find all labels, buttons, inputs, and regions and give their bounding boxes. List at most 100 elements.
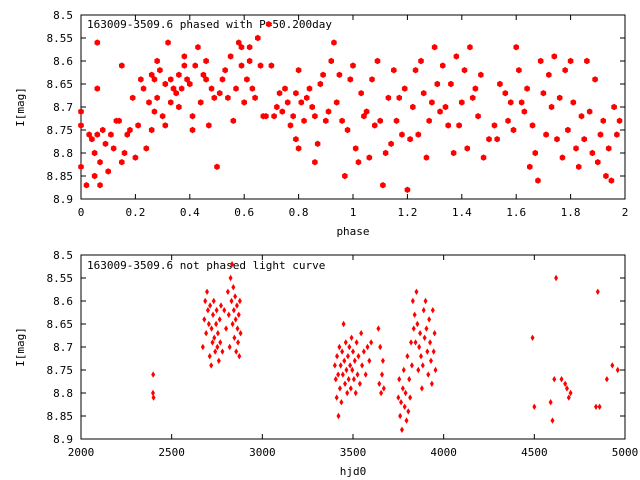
data-point — [224, 325, 229, 332]
data-point — [222, 67, 228, 74]
data-point — [610, 362, 615, 369]
data-point — [429, 380, 434, 387]
data-point — [440, 62, 446, 69]
data-point — [189, 113, 196, 120]
data-point — [428, 357, 433, 364]
data-point — [244, 76, 250, 83]
data-point — [232, 334, 237, 341]
data-point — [212, 334, 217, 341]
data-point — [369, 76, 375, 83]
data-point — [154, 57, 160, 65]
y-tick-label: 8.8 — [53, 147, 73, 160]
data-point — [593, 403, 598, 410]
data-point — [530, 334, 535, 341]
y-axis-label: I[mag] — [14, 327, 27, 367]
data-point — [336, 71, 343, 78]
data-point — [414, 288, 419, 295]
data-point — [227, 343, 232, 351]
data-point — [351, 376, 356, 383]
data-point — [203, 76, 209, 83]
data-point — [236, 311, 241, 318]
data-point — [350, 366, 355, 374]
data-point — [550, 417, 555, 424]
data-point — [320, 71, 326, 78]
data-point — [208, 85, 215, 92]
data-point — [597, 403, 602, 410]
data-point — [475, 113, 481, 120]
data-point — [328, 57, 334, 65]
data-point — [480, 154, 487, 161]
data-point — [268, 62, 275, 69]
data-point — [581, 136, 587, 143]
x-tick-label: 3000 — [249, 446, 276, 459]
x-tick-label: 4500 — [521, 446, 548, 459]
data-point — [358, 90, 364, 97]
data-point — [398, 412, 403, 420]
data-point — [420, 362, 425, 369]
axis-ticks: 0 0.2 0.4 0.6 0.8 1 1.2 1.4 1.6 1.8 2 8.5 8.55 8.6 8.6… — [47, 9, 629, 219]
data-point — [97, 182, 103, 189]
data-point — [176, 71, 182, 78]
data-point — [295, 145, 302, 152]
data-point — [424, 325, 429, 332]
data-point — [461, 67, 468, 74]
data-point — [231, 284, 236, 291]
data-point — [348, 385, 353, 392]
data-point — [231, 307, 236, 314]
data-point — [409, 339, 414, 346]
data-point — [406, 408, 411, 415]
axis-ticks: 2000 2500 3000 3500 4000 4500 5000 8.5 8.55 8.6 8.… — [47, 249, 639, 459]
data-point — [616, 117, 623, 124]
data-point — [213, 348, 218, 355]
data-point — [211, 94, 218, 101]
data-point — [345, 389, 350, 397]
data-point — [216, 357, 221, 364]
data-point — [340, 348, 345, 355]
data-point — [208, 302, 213, 309]
data-point — [325, 108, 332, 115]
data-point — [119, 159, 125, 166]
data-point — [396, 94, 402, 101]
data-point — [119, 62, 125, 69]
data-point — [229, 297, 234, 305]
data-point — [605, 145, 612, 152]
data-point — [151, 394, 156, 401]
data-point — [532, 403, 537, 410]
data-point — [148, 71, 155, 78]
data-point — [513, 44, 519, 51]
data-point — [197, 99, 204, 106]
data-point — [143, 145, 150, 152]
data-point — [416, 366, 421, 374]
x-tick-label: 0.4 — [180, 206, 200, 219]
data-point — [429, 99, 435, 106]
data-point — [559, 376, 564, 383]
data-point — [154, 94, 160, 101]
y-tick-label: 8.9 — [53, 433, 73, 446]
data-point — [317, 80, 324, 88]
data-point — [360, 362, 365, 369]
data-point — [170, 85, 177, 92]
data-point — [348, 362, 353, 369]
y-tick-label: 8.5 — [53, 9, 73, 22]
x-tick-label: 5000 — [612, 446, 639, 459]
x-tick-label: 1.2 — [397, 206, 417, 219]
data-point — [363, 371, 368, 378]
data-point — [218, 339, 223, 346]
data-point — [478, 71, 484, 78]
data-point — [565, 126, 571, 134]
data-point — [341, 320, 346, 328]
x-tick-label: 2 — [622, 206, 629, 219]
data-point — [409, 362, 414, 369]
data-point — [407, 136, 413, 143]
data-point — [419, 385, 424, 392]
data-point — [518, 99, 525, 106]
data-point — [246, 44, 253, 51]
data-point — [293, 90, 299, 97]
data-point — [236, 39, 242, 46]
chart-title: 163009-3509.6 not phased light curve — [87, 259, 325, 272]
data-point — [215, 343, 220, 351]
data-point — [151, 76, 158, 83]
data-point — [189, 126, 196, 134]
data-point — [336, 412, 341, 420]
data-point — [404, 417, 409, 424]
